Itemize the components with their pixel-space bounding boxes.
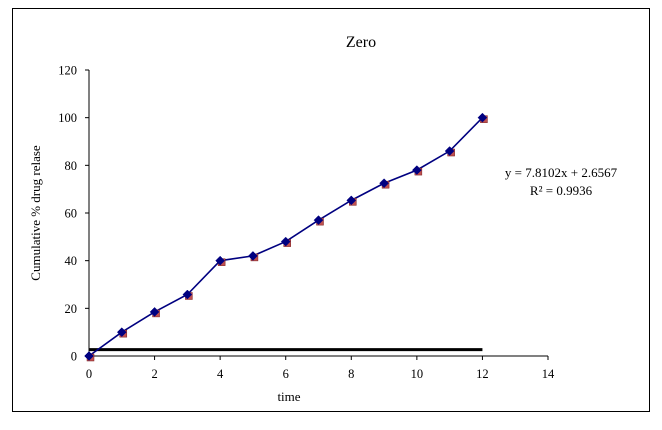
y-tick-label: 80	[65, 159, 78, 173]
trendline-r-squared: R² = 0.9936	[530, 183, 593, 198]
data-point	[444, 146, 455, 156]
trendline-equation: y = 7.8102x + 2.6567	[505, 165, 618, 180]
data-point	[248, 251, 258, 261]
x-tick-label: 4	[217, 367, 224, 381]
data-point	[182, 289, 193, 300]
y-axis-label: Cumulative % drug relase	[28, 145, 43, 281]
data-point	[313, 215, 324, 226]
tick-labels: 0 20 40 60 80 100 120 0 2 4 6 8 10 12 14	[58, 64, 555, 382]
data-point	[215, 255, 225, 266]
data-point	[412, 165, 422, 175]
y-tick-label: 40	[65, 254, 78, 268]
chart-outer-border	[12, 8, 650, 412]
data-point	[84, 351, 94, 361]
x-tick-label: 2	[151, 367, 157, 381]
data-point	[280, 236, 291, 247]
x-tick-label: 8	[348, 367, 354, 381]
data-point	[116, 327, 127, 338]
data-point	[477, 112, 488, 123]
x-tick-label: 6	[283, 367, 289, 381]
data-point	[379, 178, 389, 189]
chart-title: Zero	[346, 34, 376, 51]
data-point	[149, 307, 160, 317]
x-tick-label: 0	[86, 367, 92, 381]
y-tick-label: 120	[58, 64, 77, 78]
x-tick-label: 10	[411, 367, 424, 381]
x-tick-label: 14	[542, 367, 555, 381]
x-tick-label: 12	[476, 367, 489, 381]
y-tick-label: 100	[58, 111, 77, 125]
y-tick-label: 20	[65, 302, 78, 316]
data-point	[346, 195, 357, 206]
y-tick-label: 0	[71, 350, 77, 364]
series-group	[84, 112, 488, 362]
x-axis-label: time	[277, 389, 300, 404]
y-tick-label: 60	[65, 207, 78, 221]
